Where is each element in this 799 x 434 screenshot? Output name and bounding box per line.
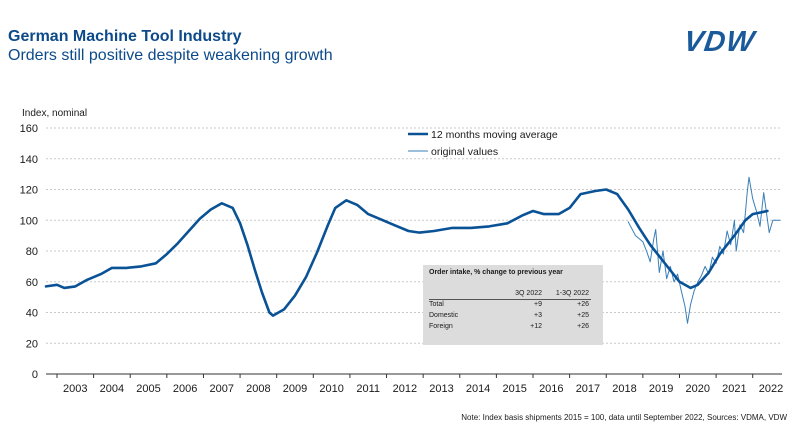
table-row-label: Domestic (429, 312, 459, 319)
table-divider (429, 299, 591, 300)
x-tick-label: 2010 (319, 383, 343, 395)
y-tick-label: 120 (20, 185, 38, 197)
x-tick-label: 2008 (246, 383, 270, 395)
x-tick-label: 2016 (539, 383, 563, 395)
order-intake-table: Order intake, % change to previous year … (423, 265, 603, 345)
x-tick-label: 2005 (136, 383, 160, 395)
series-group (44, 176, 781, 324)
x-tick-label: 2011 (356, 383, 380, 395)
y-tick-label: 20 (26, 338, 38, 350)
legend-moving-average-label: 12 months moving average (431, 129, 558, 141)
x-tick-label: 2021 (722, 383, 746, 395)
chart-title: German Machine Tool Industry (8, 28, 242, 45)
x-tick-label: 2015 (502, 383, 526, 395)
table-col-ytd: 1-3Q 2022 (555, 290, 589, 297)
x-tick-label: 2022 (759, 383, 783, 395)
x-tick-label: 2018 (612, 383, 636, 395)
legend-original-label: original values (431, 146, 498, 158)
legend: 12 months moving average original values (408, 129, 558, 158)
footnote: Note: Index basis shipments 2015 = 100, … (461, 413, 787, 422)
grid-lines (46, 127, 782, 344)
x-tick-labels: 2003 2004 2005 2006 2007 2008 2009 2010 2011 2012… (56, 374, 783, 395)
y-tick-label: 140 (20, 154, 38, 166)
y-tick-label: 0 (32, 369, 38, 381)
chart-subtitle: Orders still positive despite weakening … (8, 47, 333, 64)
x-tick-label: 2019 (649, 383, 673, 395)
x-tick-label: 2012 (393, 383, 417, 395)
table-row-label: Foreign (429, 323, 453, 330)
table-cell-3q: +12 (530, 323, 542, 330)
table-row-label: Total (429, 301, 444, 308)
y-tick-label: 40 (26, 308, 38, 320)
table-header-row: 3Q 2022 1-3Q 2022 (423, 290, 603, 300)
table-cell-3q: +3 (534, 312, 542, 319)
x-tick-label: 2017 (576, 383, 600, 395)
table-row-domestic: Domestic +3 +25 (423, 312, 603, 322)
x-tick-label: 2013 (429, 383, 453, 395)
table-cell-3q: +9 (534, 301, 542, 308)
x-tick-label: 2020 (686, 383, 710, 395)
table-row-foreign: Foreign +12 +26 (423, 323, 603, 333)
y-tick-label: 160 (20, 123, 38, 135)
table-cell-ytd: +25 (577, 312, 589, 319)
series-original-values (627, 176, 781, 324)
x-tick-label: 2006 (173, 383, 197, 395)
table-cell-ytd: +26 (577, 301, 589, 308)
table-col-3q: 3Q 2022 (515, 290, 542, 297)
x-tick-label: 2014 (466, 383, 490, 395)
table-title: Order intake, % change to previous year (429, 269, 563, 276)
y-tick-label: 100 (20, 215, 38, 227)
x-tick-label: 2004 (100, 383, 124, 395)
x-tick-label: 2007 (210, 383, 234, 395)
y-tick-labels: 0 20 40 60 80 100 120 140 160 (20, 123, 38, 381)
table-row-total: Total +9 +26 (423, 301, 603, 311)
y-tick-label: 60 (26, 277, 38, 289)
y-axis-label: Index, nominal (22, 108, 88, 119)
y-tick-label: 80 (26, 246, 38, 258)
table-cell-ytd: +26 (577, 323, 589, 330)
x-tick-label: 2009 (283, 383, 307, 395)
x-tick-label: 2003 (63, 383, 87, 395)
series-moving-average (44, 188, 769, 317)
